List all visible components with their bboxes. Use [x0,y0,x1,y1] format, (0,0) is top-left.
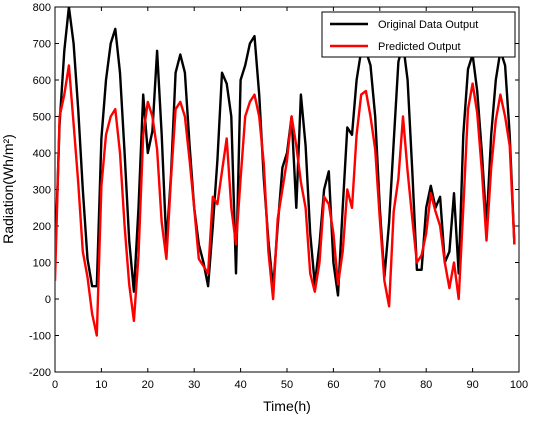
x-axis-label: Time(h) [263,398,311,414]
plot-area [54,6,520,373]
y-tick-label: 700 [33,39,51,51]
x-tick-label: 60 [327,379,339,391]
y-tick-label: -200 [29,367,51,379]
x-tick-label: 30 [188,379,200,391]
legend-label-original: Original Data Output [378,19,478,31]
x-tick-label: 50 [281,379,293,391]
series-layer [55,7,516,337]
series-line-predicted [55,64,516,337]
y-tick-label: 600 [33,75,51,87]
y-tick-label: 800 [33,2,51,14]
legend: Original Data Output Predicted Output [321,11,516,58]
y-axis-label: Radiation(Wh/m²) [0,134,16,244]
x-tick-label: 90 [466,379,478,391]
series-line-original [55,7,516,297]
x-tick-label: 10 [95,379,107,391]
x-axis-ticks: 0 10 20 30 40 50 60 70 80 90 100 [52,7,528,391]
x-tick-label: 80 [420,379,432,391]
y-tick-label: 500 [33,112,51,124]
x-tick-label: 70 [374,379,386,391]
y-tick-label: 300 [33,185,51,197]
y-tick-label: 0 [45,294,51,306]
y-tick-label: 200 [33,221,51,233]
y-tick-label: -100 [29,331,51,343]
y-tick-label: 400 [33,148,51,160]
legend-box [321,11,516,58]
y-tick-label: 100 [33,258,51,270]
y-axis-ticks: -200 -100 0 100 200 300 400 500 600 700 800 [29,2,519,379]
x-tick-label: 40 [234,379,246,391]
x-tick-label: 100 [510,379,528,391]
legend-label-predicted: Predicted Output [378,41,461,53]
x-tick-label: 20 [142,379,154,391]
x-tick-label: 0 [52,379,58,391]
